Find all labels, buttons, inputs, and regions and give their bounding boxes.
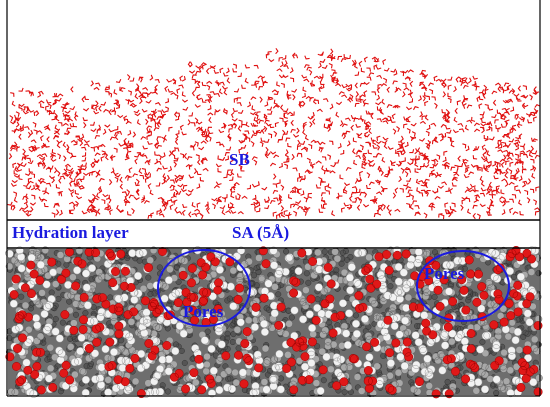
sb-label: SB <box>229 150 250 169</box>
pore-ellipse <box>416 250 510 322</box>
oxygen-atoms <box>5 245 543 399</box>
hydration-layer-label: Hydration layer <box>12 223 129 242</box>
pores-label: Pores <box>183 302 224 321</box>
sa-label: SA (5Å) <box>232 223 289 242</box>
hydrogen-atoms <box>5 246 540 398</box>
water-path <box>7 47 541 220</box>
water-molecules <box>7 47 541 220</box>
adsorbent-atoms <box>5 245 543 399</box>
pore-ellipse <box>157 249 251 327</box>
pores-label: Pores <box>424 264 465 283</box>
